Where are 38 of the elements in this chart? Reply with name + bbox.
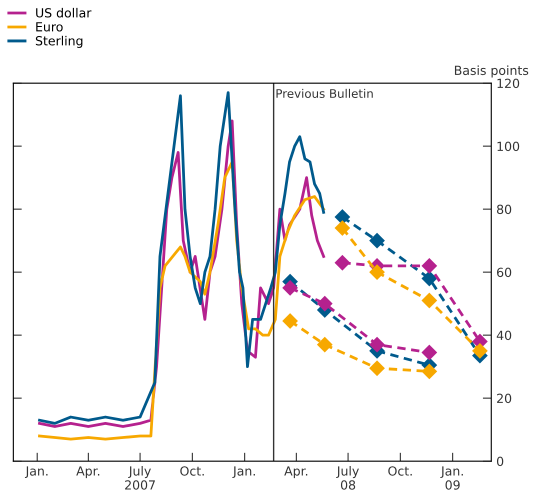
y-tick-label: 120 (498, 78, 520, 88)
x-tick-label: July 2007 (125, 466, 155, 490)
point (422, 344, 437, 360)
point (369, 233, 385, 248)
point (422, 364, 437, 379)
x-tick-label: Jan. (232, 466, 255, 478)
y-tick-label: 60 (497, 268, 512, 278)
y-axis-title: Basis points (454, 65, 528, 78)
x-tick-label: Oct. (180, 466, 204, 476)
point (282, 280, 298, 296)
y-tick-label: 100 (498, 142, 520, 152)
legend-label: Sterling (36, 36, 82, 48)
y-tick-label: 40 (496, 330, 512, 340)
x-tick-label: Apr. (284, 466, 308, 478)
point (422, 270, 437, 286)
point (334, 220, 350, 236)
point (369, 337, 385, 352)
x-tick-label: Apr. (76, 466, 100, 478)
y-tick-label: 80 (496, 204, 512, 214)
point (317, 337, 332, 352)
legend-label: Euro (36, 22, 63, 32)
ref-line-label: Previous Bulletin (276, 88, 373, 98)
y-tick-label: 0 (496, 456, 504, 466)
point (472, 343, 488, 358)
point (422, 258, 437, 274)
point (422, 292, 437, 308)
x-tick-label: Jan. (24, 466, 48, 478)
legend-label: US dollar (36, 8, 92, 18)
point (334, 209, 350, 225)
y-tick-label: 20 (497, 394, 512, 404)
x-tick-label: July 08 (336, 466, 359, 490)
x-tick-label: Jan. 09 (440, 466, 463, 490)
point (282, 313, 298, 329)
point (317, 296, 332, 312)
point (369, 264, 385, 280)
point (369, 360, 385, 376)
point (334, 255, 350, 270)
x-tick-label: Oct. (388, 466, 412, 476)
